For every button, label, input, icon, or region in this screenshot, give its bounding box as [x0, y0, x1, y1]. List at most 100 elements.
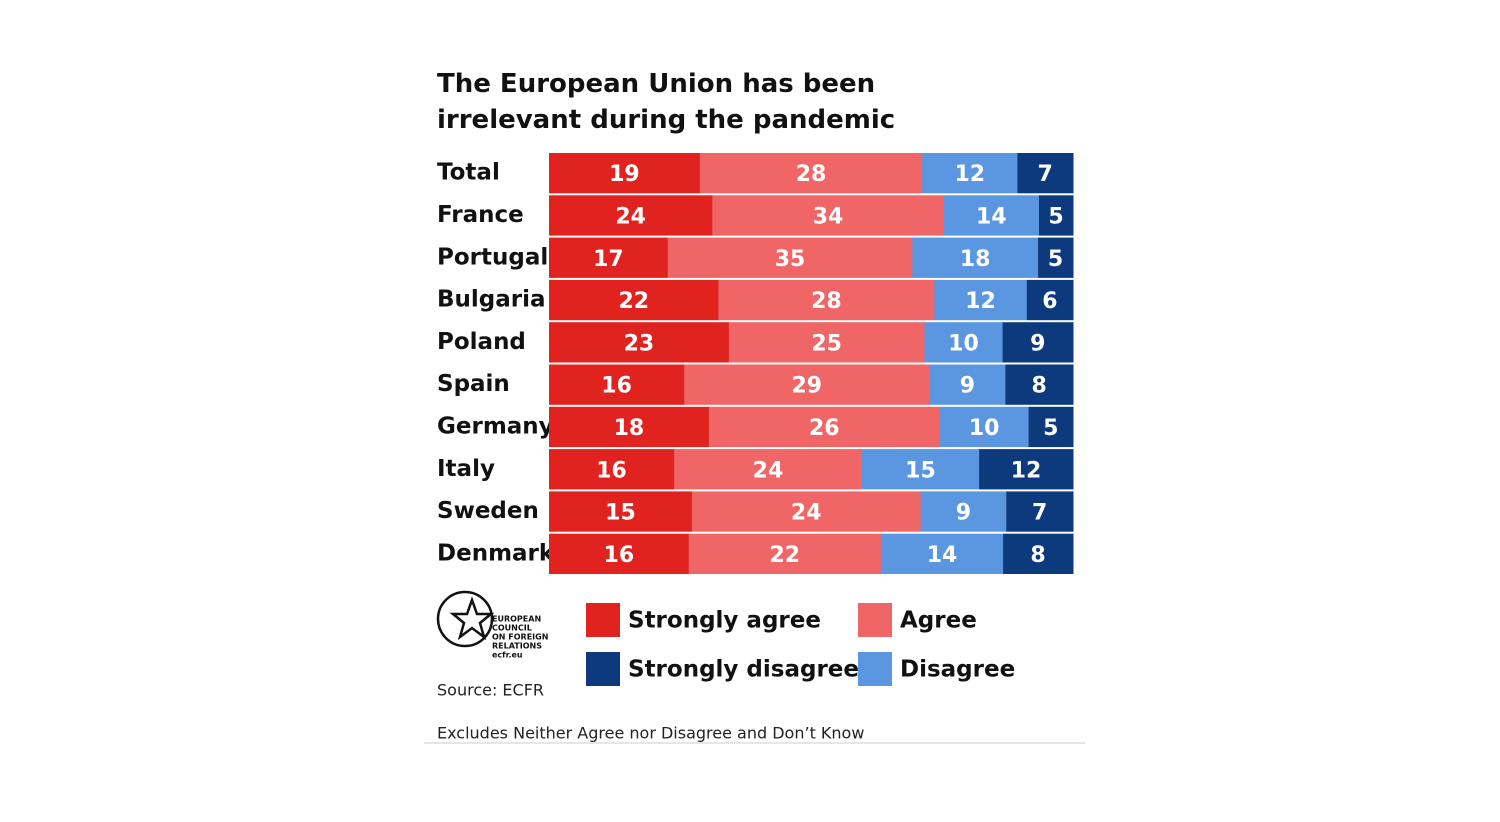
- logo-text: EUROPEAN: [492, 615, 541, 624]
- bar-segment: [861, 449, 980, 490]
- chart-title: The European Union has been irrelevant d…: [437, 69, 896, 135]
- bar-segment: [939, 406, 1030, 448]
- data-label: 15: [605, 501, 636, 526]
- category-label: Poland: [437, 329, 526, 355]
- logo: [436, 590, 495, 648]
- category-label: Italy: [437, 456, 495, 482]
- bar-segment: [922, 153, 1018, 194]
- bar-segment: [1002, 322, 1074, 363]
- bar-segment: [1017, 153, 1074, 194]
- legend-label: Strongly disagree: [628, 657, 859, 683]
- data-label: 16: [604, 543, 635, 568]
- data-label: 15: [905, 458, 936, 483]
- data-label: 7: [1038, 162, 1053, 187]
- bar-segment: [549, 322, 730, 363]
- bar-segment: [943, 195, 1040, 236]
- data-label: 5: [1043, 416, 1058, 441]
- bar-segment: [728, 322, 925, 363]
- bar-segment: [549, 533, 690, 574]
- bar-segment: [1038, 195, 1074, 236]
- data-label: 22: [769, 543, 800, 568]
- data-label: 10: [969, 416, 1000, 441]
- data-label: 29: [791, 374, 822, 399]
- data-label: 5: [1048, 204, 1063, 229]
- bar-segment: [549, 237, 669, 278]
- data-label: 9: [956, 501, 971, 526]
- bar-segment: [667, 237, 913, 278]
- bar-segment: [684, 364, 930, 405]
- data-label: 5: [1048, 247, 1063, 272]
- bar-segment: [549, 491, 693, 532]
- bar-segment: [1038, 237, 1074, 278]
- category-label: Germany: [437, 413, 554, 439]
- legend-swatch: [858, 652, 892, 686]
- bar-segment: [549, 279, 720, 321]
- bar-segment: [699, 153, 923, 194]
- data-label: 24: [791, 501, 822, 526]
- category-label: France: [437, 202, 524, 228]
- data-label: 34: [813, 204, 844, 229]
- data-label: 24: [615, 204, 646, 229]
- data-label: 7: [1032, 501, 1047, 526]
- bar-segment: [549, 364, 685, 405]
- logo-text: COUNCIL: [492, 624, 532, 633]
- data-label: 22: [618, 289, 649, 314]
- bar-segment: [1026, 279, 1074, 321]
- legend-label: Agree: [900, 608, 977, 634]
- bar-segment: [712, 195, 945, 236]
- data-label: 12: [954, 162, 985, 187]
- data-label: 8: [1030, 543, 1045, 568]
- data-label: 16: [601, 374, 632, 399]
- bar-segment: [924, 322, 1004, 363]
- legend-label: Disagree: [900, 657, 1015, 683]
- bar-segment: [979, 449, 1074, 490]
- bar-segment: [549, 195, 713, 236]
- bar-segment: [688, 533, 882, 574]
- logo-star: [449, 596, 495, 641]
- data-label: 28: [811, 289, 842, 314]
- bar-segment: [718, 279, 935, 321]
- bar-segment: [912, 237, 1039, 278]
- legend-swatch: [858, 603, 892, 637]
- logo-text: RELATIONS: [492, 642, 542, 651]
- data-label: 14: [976, 204, 1007, 229]
- source: Source: ECFR: [437, 681, 544, 700]
- data-label: 35: [775, 247, 806, 272]
- logo-ring: [436, 590, 494, 648]
- data-label: 12: [1011, 458, 1042, 483]
- data-label: 16: [596, 458, 627, 483]
- data-label: 12: [965, 289, 996, 314]
- category-label: Bulgaria: [437, 287, 546, 313]
- logo-text: ecfr.eu: [492, 651, 523, 660]
- data-label: 10: [948, 331, 979, 356]
- legend-swatch: [586, 652, 620, 686]
- bar-segment: [1003, 533, 1074, 574]
- data-label: 9: [960, 374, 975, 399]
- bar-segment: [1005, 364, 1074, 405]
- category-label: Sweden: [437, 498, 539, 524]
- data-label: 26: [809, 416, 840, 441]
- data-label: 23: [624, 331, 655, 356]
- note: Excludes Neither Agree nor Disagree and …: [437, 724, 864, 743]
- data-label: 18: [960, 247, 991, 272]
- bar-segment: [920, 491, 1007, 532]
- data-label: 19: [609, 162, 640, 187]
- category-label: Spain: [437, 371, 510, 397]
- legend-label: Strongly agree: [628, 608, 821, 634]
- bar-segment: [880, 533, 1004, 574]
- data-label: 8: [1032, 374, 1047, 399]
- bar-segment: [674, 449, 863, 490]
- data-label: 18: [614, 416, 645, 441]
- bar-segment: [549, 449, 675, 490]
- data-label: 6: [1042, 289, 1057, 314]
- category-label: Total: [437, 160, 500, 186]
- bar-segment: [934, 279, 1028, 321]
- bar-segment: [708, 406, 941, 448]
- data-label: 14: [927, 543, 958, 568]
- bar-segment: [1006, 491, 1074, 532]
- bar-segment: [1028, 406, 1074, 448]
- data-label: 25: [811, 331, 842, 356]
- data-label: 28: [796, 162, 827, 187]
